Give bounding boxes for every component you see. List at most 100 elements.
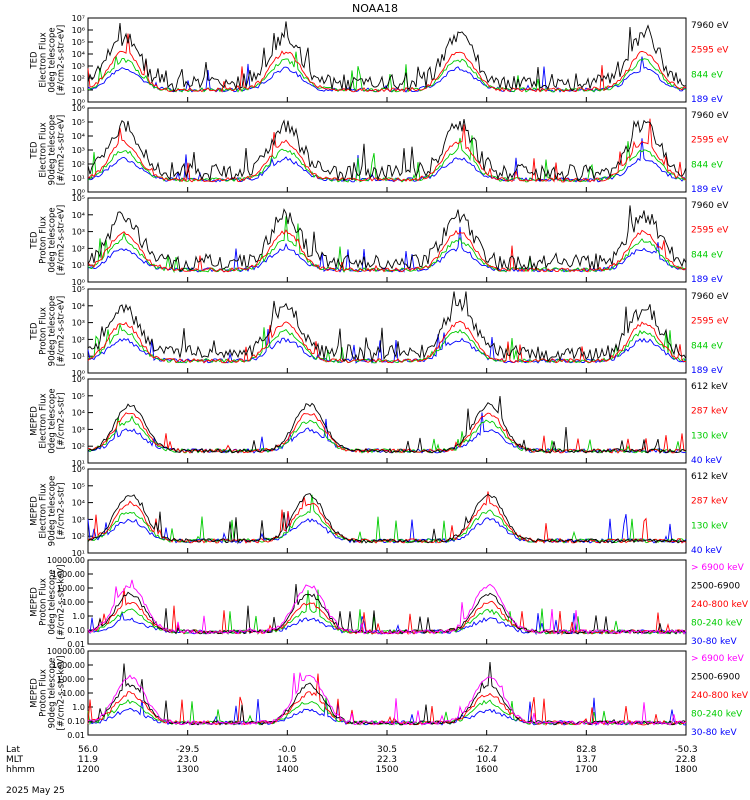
panel-3: 10⁰ 10¹ 10² 10³ 10⁴ 10⁵ TED Proton Flux 0deg tel… — [30, 194, 730, 287]
panel-4: 10⁰ 10¹ 10² 10³ 10⁴ 10⁵ TED Proton Flux 90deg te… — [30, 285, 730, 378]
y-tick-label: 10⁵ — [72, 118, 85, 127]
legend-entry: 7960 eV — [691, 292, 729, 302]
y-tick-label: 10⁴ — [72, 211, 85, 220]
bottom-lat-value: -29.5 — [176, 745, 199, 755]
y-tick-label: 1.0 — [72, 703, 85, 712]
bottom-mlt-value: 22.3 — [377, 755, 397, 765]
bottom-mlt-value: 23.0 — [178, 755, 198, 765]
bottom-mlt-value: 10.4 — [477, 755, 497, 765]
legend-entry: 130 keV — [691, 521, 728, 531]
y-axis-label: [#/cm2-s-str-eV] — [57, 296, 67, 366]
legend-entry: 2595 eV — [691, 226, 729, 236]
legend-entry: 2500-6900 — [691, 673, 740, 683]
y-axis-label: [#/cm2-s-str-eV] — [57, 25, 67, 95]
bottom-hhmm-value: 1200 — [77, 765, 100, 775]
y-axis-label: Proton Flux — [39, 216, 49, 264]
y-axis-label: [#/cm2-s-str-keV] — [57, 656, 67, 731]
legend-entry: 2595 eV — [691, 46, 729, 56]
legend-entry: 612 keV — [691, 382, 728, 392]
panel-2: 10⁰ 10¹ 10² 10³ 10⁴ 10⁵ 10⁶ TED Electron Flux 90d… — [30, 104, 730, 197]
series-line — [87, 579, 687, 635]
y-tick-label: 10⁰ — [72, 188, 85, 197]
y-tick-label: 0.10 — [67, 717, 85, 726]
date-label: 2025 May 25 — [6, 786, 65, 796]
y-tick-label: 10⁶ — [72, 375, 85, 384]
series-line — [87, 320, 687, 364]
y-tick-label: 10² — [72, 244, 85, 253]
panels: 10⁰ 10¹ 10² 10³ 10⁴ 10⁵ 10⁶ 10⁷ TED Electron Flux… — [30, 14, 749, 740]
y-tick-label: 10⁴ — [72, 302, 85, 311]
y-tick-label: 10000.00 — [47, 556, 85, 565]
bottom-mlt-value: 22.8 — [676, 755, 696, 765]
y-tick-label: 10¹ — [72, 174, 85, 183]
series-line — [87, 493, 687, 545]
y-tick-label: 10⁰ — [72, 278, 85, 287]
y-tick-label: 10² — [72, 335, 85, 344]
legend-entry: 189 eV — [691, 185, 724, 195]
legend-entry: 80-240 keV — [691, 710, 743, 720]
y-tick-label: 10¹ — [72, 261, 85, 270]
y-tick-label: 10⁰ — [72, 369, 85, 378]
y-axis-label: MEPED — [30, 406, 40, 436]
y-tick-label: 10¹ — [72, 459, 85, 468]
panel-6: 10¹ 10² 10³ 10⁴ 10⁵ 10⁶ MEPED Electron Flux 90de… — [30, 465, 729, 558]
bottom-axis: LatMLThhmm56.011.91200-29.523.01300-0.01… — [6, 745, 698, 775]
series-line — [87, 56, 687, 93]
y-tick-label: 10³ — [72, 319, 85, 328]
bottom-hhmm-value: 1600 — [475, 765, 498, 775]
y-tick-label: 10⁵ — [72, 194, 85, 203]
series-line — [87, 216, 687, 274]
y-axis-label: 90deg telescope — [48, 115, 58, 186]
figure-title: NOAA18 — [352, 2, 398, 15]
y-axis-label: 90deg telescope — [48, 658, 58, 729]
legend-entry: 844 eV — [691, 250, 724, 260]
y-tick-label: 10² — [72, 160, 85, 169]
y-tick-label: 10¹ — [72, 352, 85, 361]
legend-entry: 30-80 keV — [691, 637, 737, 647]
panel-5: 10¹ 10² 10³ 10⁴ 10⁵ 10⁶ MEPED Electron Flux 0deg… — [30, 375, 729, 468]
bottom-hhmm-value: 1700 — [575, 765, 598, 775]
series-line — [87, 21, 687, 93]
bottom-row-label: Lat — [6, 745, 21, 755]
legend-entry: 2500-6900 — [691, 582, 740, 592]
y-tick-label: 0.10 — [67, 626, 85, 635]
y-axis-label: 0deg telescope — [48, 569, 58, 634]
bottom-lat-value: -62.7 — [475, 745, 498, 755]
y-tick-label: 1000.00 — [52, 661, 85, 670]
legend-entry: 612 keV — [691, 472, 728, 482]
bottom-hhmm-value: 1500 — [376, 765, 399, 775]
series-line — [87, 589, 687, 636]
y-tick-label: 100.00 — [57, 584, 85, 593]
legend-entry: 2595 eV — [691, 136, 729, 146]
y-tick-label: 10³ — [72, 146, 85, 155]
series-line — [87, 322, 687, 364]
legend-entry: 7960 eV — [691, 201, 729, 211]
legend-entry: 7960 eV — [691, 111, 729, 121]
y-tick-label: 1.0 — [72, 612, 85, 621]
legend-entry: 844 eV — [691, 160, 724, 170]
legend-entry: 7960 eV — [691, 21, 729, 31]
legend-entry: 189 eV — [691, 366, 724, 376]
y-tick-label: 10⁶ — [72, 26, 85, 35]
y-tick-label: 100.00 — [57, 675, 85, 684]
y-axis-label: [#/cm2-s-str-eV] — [57, 115, 67, 185]
series-line — [87, 119, 687, 183]
y-tick-label: 10⁴ — [72, 50, 85, 59]
legend-entry: 189 eV — [691, 95, 724, 105]
y-tick-label: 10¹ — [72, 549, 85, 558]
y-axis-label: 90deg telescope — [48, 476, 58, 547]
legend-entry: 844 eV — [691, 341, 724, 351]
y-axis-label: Electron Flux — [39, 483, 49, 538]
legend-entry: 240-800 keV — [691, 600, 749, 610]
series-line — [87, 205, 687, 272]
panel-1: 10⁰ 10¹ 10² 10³ 10⁴ 10⁵ 10⁶ 10⁷ TED Electron Flux… — [30, 14, 730, 107]
y-tick-label: 10³ — [72, 515, 85, 524]
y-axis-label: TED — [30, 322, 40, 341]
legend-entry: 80-240 keV — [691, 619, 743, 629]
y-tick-label: 10² — [72, 532, 85, 541]
y-tick-label: 10⁷ — [72, 14, 85, 23]
bottom-mlt-value: 13.7 — [576, 755, 596, 765]
y-tick-label: 10² — [72, 442, 85, 451]
legend-entry: 40 keV — [691, 546, 723, 556]
